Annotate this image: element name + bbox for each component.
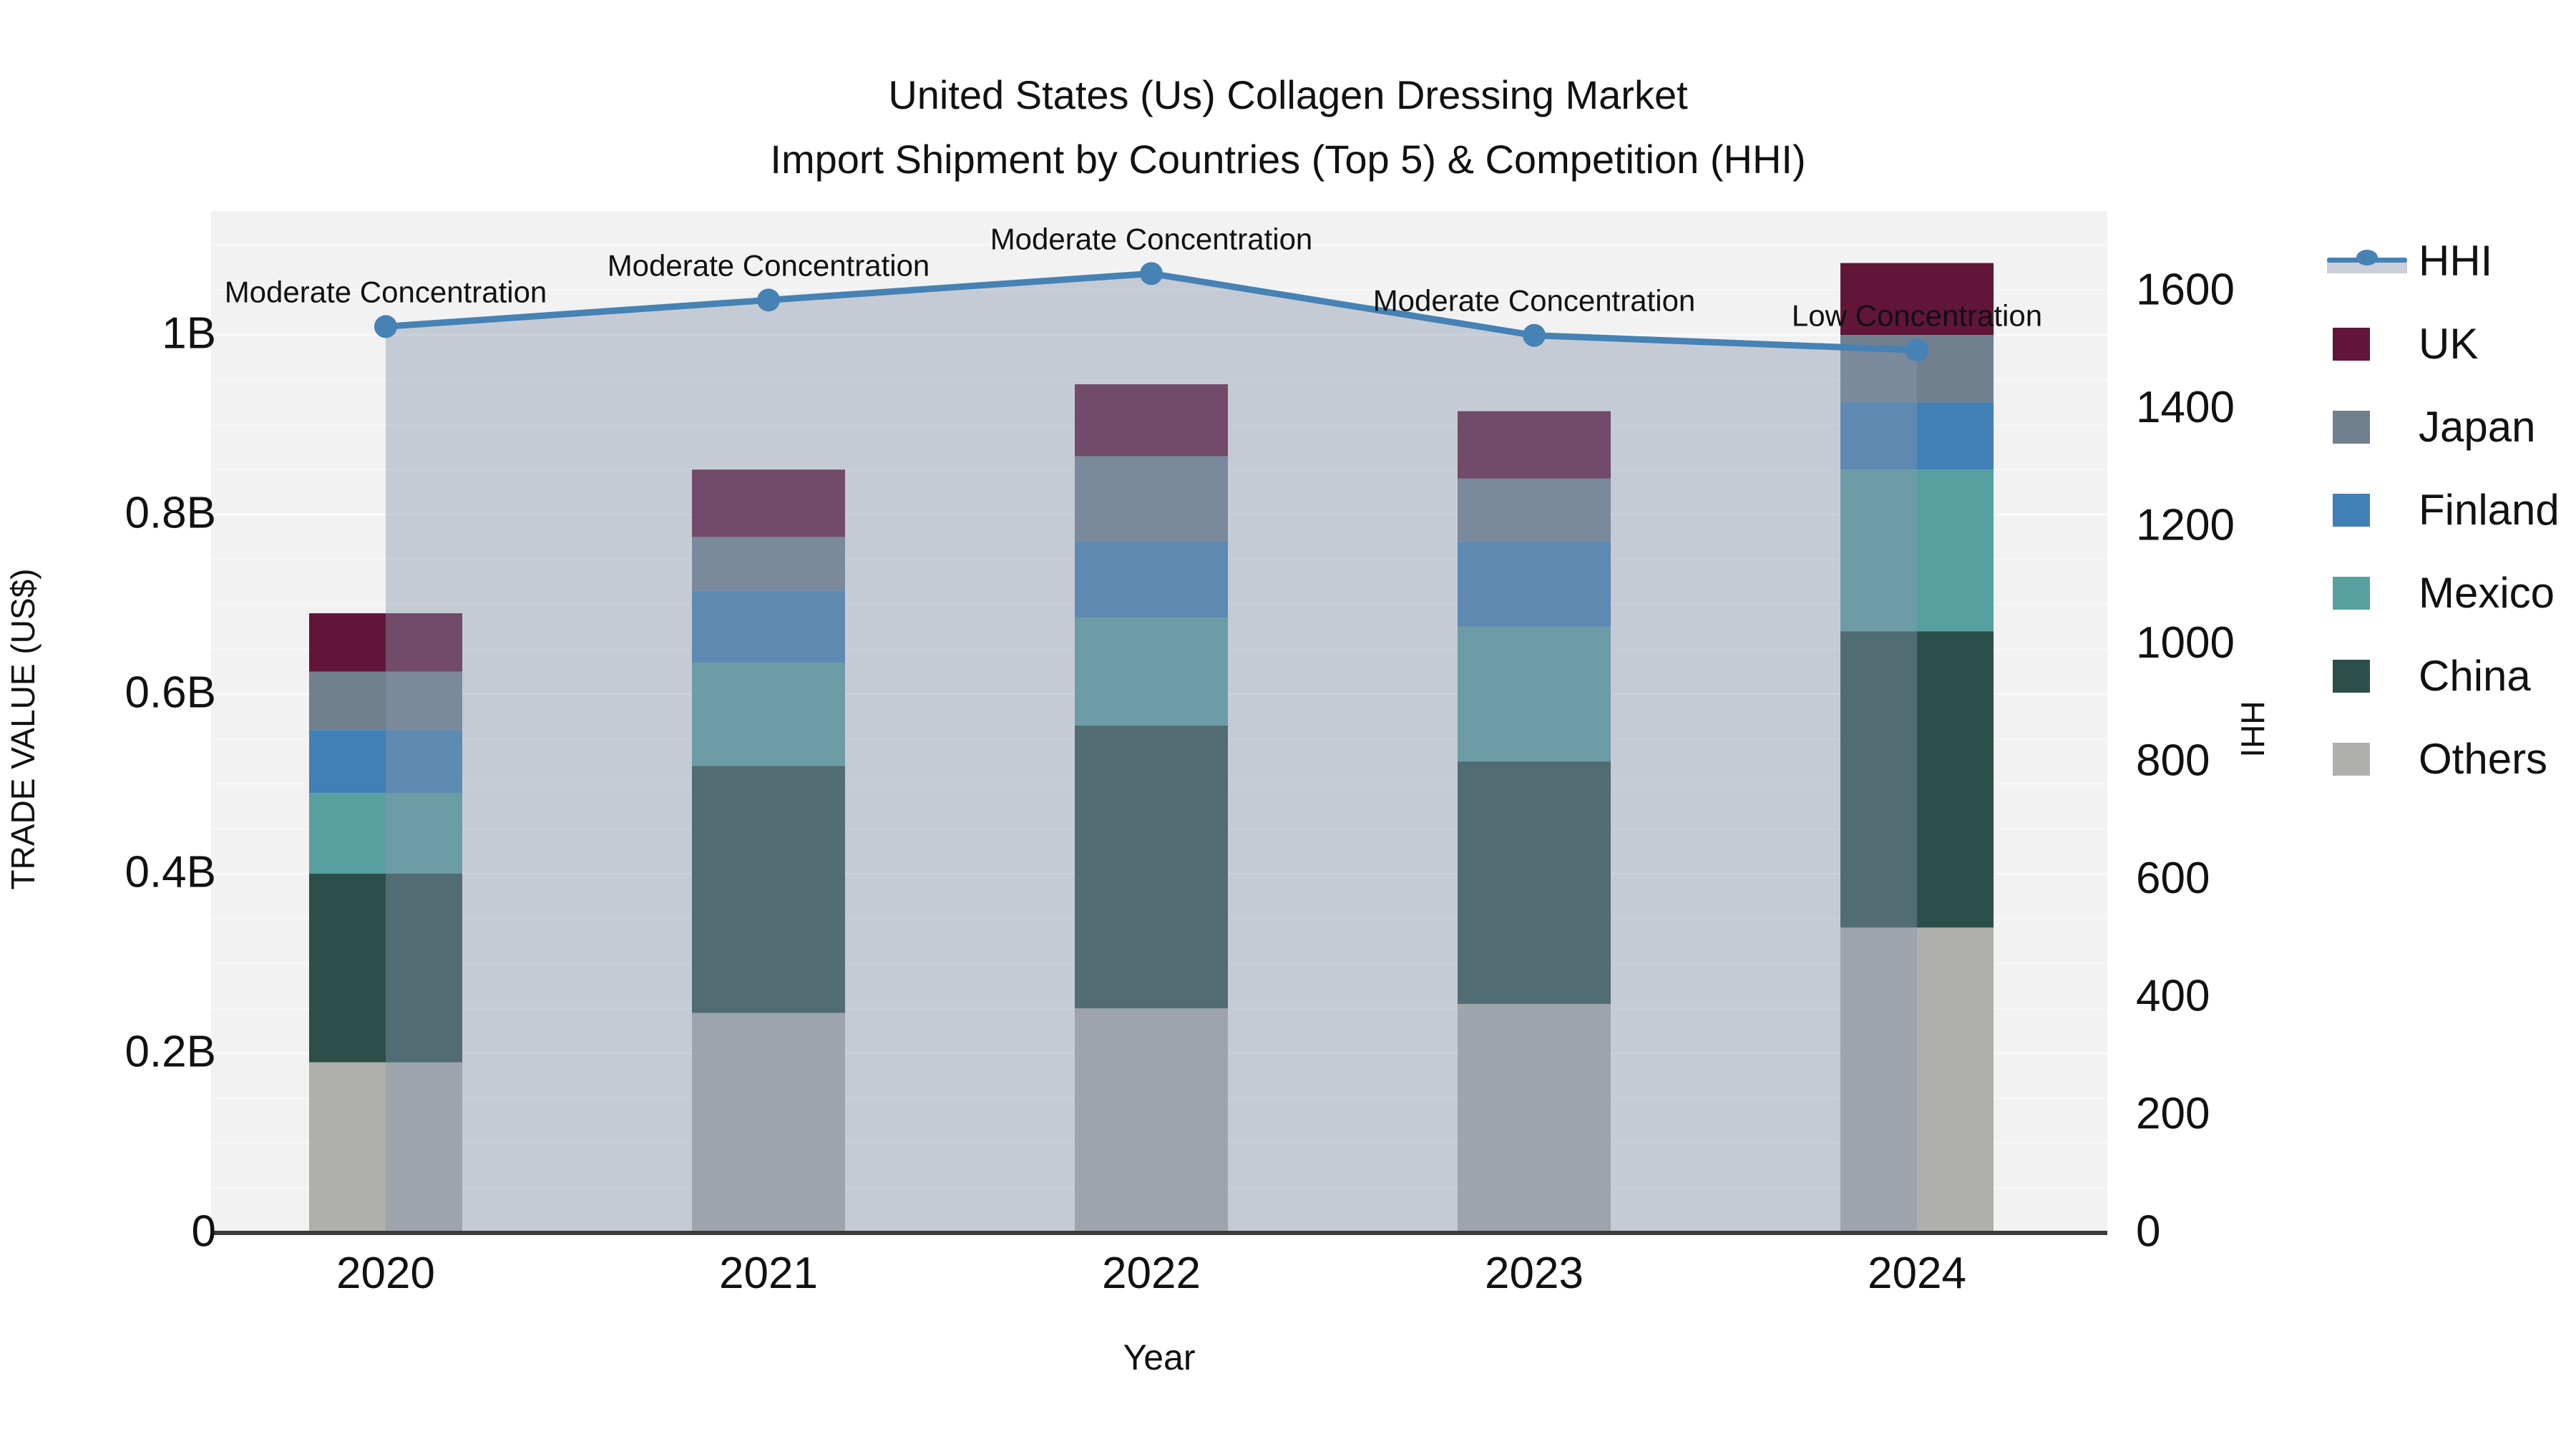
chart-title: United States (Us) Collagen Dressing Mar…: [0, 63, 2576, 192]
left-axis-tick: 0.4B: [125, 847, 216, 897]
bar-segment-others-2024: [1840, 927, 1994, 1233]
bar-segment-japan-2022: [1075, 456, 1228, 542]
hhi-marker-2022: [1140, 262, 1163, 286]
right-axis-tick: 800: [2136, 736, 2210, 785]
color-swatch-icon: [2327, 327, 2419, 361]
x-axis-title: Year: [1123, 1337, 1196, 1377]
bar-segment-japan-2021: [692, 537, 845, 591]
color-swatch-icon: [2327, 576, 2419, 610]
bar-segment-uk-2020: [309, 613, 462, 672]
left-axis-tick: 1B: [162, 308, 216, 358]
bar-segment-japan-2020: [309, 671, 462, 731]
chart-title-line1: United States (Us) Collagen Dressing Mar…: [888, 72, 1688, 117]
bar-segment-china-2024: [1840, 631, 1994, 928]
legend-item-others[interactable]: Others: [2327, 734, 2560, 784]
left-axis-tick: 0.8B: [125, 488, 216, 537]
annotation-2021: Moderate Concentration: [608, 248, 930, 282]
hhi-area-fill: [386, 273, 1917, 1234]
bar-segment-others-2021: [692, 1013, 845, 1233]
chart-title-line2: Import Shipment by Countries (Top 5) & C…: [770, 137, 1806, 182]
bar-segment-finland-2021: [692, 590, 845, 663]
legend-item-hhi[interactable]: HHI: [2327, 236, 2560, 286]
right-axis-tick: 1600: [2136, 265, 2235, 314]
hhi-marker-2020: [374, 315, 397, 338]
bar-segment-uk-2022: [1075, 384, 1228, 457]
bar-segment-mexico-2022: [1075, 618, 1228, 726]
x-tick-2024: 2024: [1868, 1249, 1966, 1298]
bar-segment-finland-2020: [309, 730, 462, 794]
bar-segment-mexico-2024: [1840, 469, 1994, 632]
bar-segment-mexico-2021: [692, 663, 845, 766]
right-axis-tick: 600: [2136, 854, 2210, 903]
color-swatch-icon: [2327, 659, 2419, 693]
legend-item-mexico[interactable]: Mexico: [2327, 568, 2560, 618]
bar-segment-finland-2023: [1458, 541, 1611, 627]
bar-segment-uk-2021: [692, 469, 845, 537]
legend-item-japan[interactable]: Japan: [2327, 402, 2560, 452]
legend-label: Finland: [2419, 486, 2560, 534]
annotation-2022: Moderate Concentration: [990, 222, 1313, 255]
legend-item-finland[interactable]: Finland: [2327, 485, 2560, 535]
bar-segment-china-2022: [1075, 725, 1228, 1009]
bar-segment-others-2020: [309, 1062, 462, 1233]
bar-segment-mexico-2020: [309, 793, 462, 874]
bar-segment-uk-2023: [1458, 411, 1611, 479]
left-axis-tick: 0: [192, 1206, 216, 1256]
right-axis-tick: 400: [2136, 971, 2210, 1020]
legend-label: China: [2419, 652, 2531, 700]
legend-label: UK: [2419, 320, 2479, 368]
bar-segment-japan-2023: [1458, 478, 1611, 542]
x-tick-2023: 2023: [1485, 1249, 1584, 1298]
bar-segment-uk-2024: [1840, 263, 1994, 335]
left-axis-tick: 0.2B: [125, 1027, 216, 1076]
right-axis-title: HHI: [2234, 701, 2271, 758]
legend-item-uk[interactable]: UK: [2327, 319, 2560, 369]
hhi-line-swatch-icon: [2327, 245, 2419, 278]
color-swatch-icon: [2327, 410, 2419, 444]
x-tick-2020: 2020: [336, 1249, 435, 1298]
annotation-2023: Moderate Concentration: [1373, 284, 1696, 318]
bar-segment-finland-2024: [1840, 402, 1994, 470]
legend-label: Mexico: [2419, 569, 2555, 617]
left-axis-tick: 0.6B: [125, 668, 216, 717]
left-axis-title: TRADE VALUE (US$): [4, 568, 42, 890]
legend-item-china[interactable]: China: [2327, 651, 2560, 701]
annotation-2020: Moderate Concentration: [225, 275, 547, 308]
right-axis-tick: 1200: [2136, 500, 2235, 550]
x-tick-2022: 2022: [1102, 1249, 1201, 1298]
right-axis-tick: 0: [2136, 1206, 2160, 1256]
hhi-marker-2021: [757, 288, 780, 312]
bar-segment-others-2022: [1075, 1008, 1228, 1233]
bar-segment-china-2021: [692, 766, 845, 1013]
hhi-marker-2024: [1906, 338, 1928, 362]
color-swatch-icon: [2327, 493, 2419, 527]
legend-label: Japan: [2419, 403, 2536, 451]
color-swatch-icon: [2327, 742, 2419, 776]
annotation-2024: Low Concentration: [1792, 298, 2042, 332]
legend-label: HHI: [2419, 237, 2493, 285]
legend: HHI UK Japan Finland Mexico China Others: [2327, 236, 2560, 784]
bar-segment-china-2020: [309, 874, 462, 1063]
right-axis-tick: 200: [2136, 1089, 2210, 1138]
hhi-marker-2023: [1523, 323, 1546, 347]
bar-segment-china-2023: [1458, 761, 1611, 1004]
right-axis-tick: 1000: [2136, 618, 2235, 668]
bar-segment-others-2023: [1458, 1003, 1611, 1233]
x-tick-2021: 2021: [719, 1249, 818, 1298]
right-axis-tick: 1400: [2136, 383, 2235, 432]
legend-label: Others: [2419, 735, 2548, 783]
bar-segment-mexico-2023: [1458, 626, 1611, 762]
bar-segment-finland-2022: [1075, 541, 1228, 618]
